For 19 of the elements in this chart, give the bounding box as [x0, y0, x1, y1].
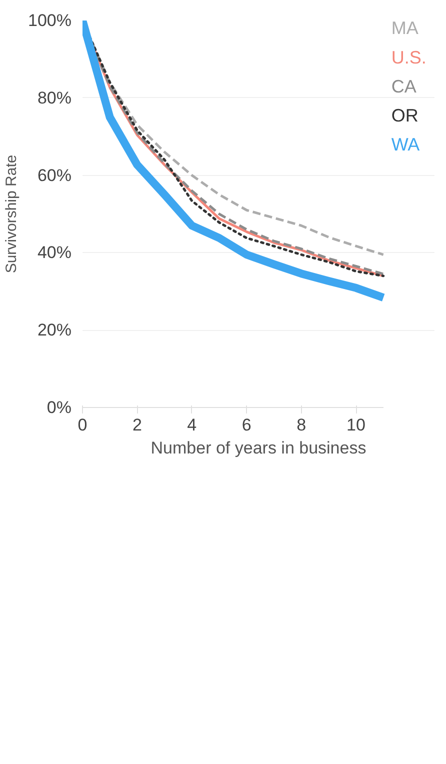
x-axis-title: Number of years in business [150, 438, 366, 458]
text: MA [391, 18, 418, 38]
x-tick-label: 2 [132, 416, 142, 434]
y-axis-title: Survivorship Rate [3, 154, 20, 274]
x-tick-label: 4 [187, 416, 197, 434]
y-tick-label: 0% [46, 398, 72, 417]
x-tick-label: 8 [296, 416, 306, 434]
y-tick-label: 80% [37, 88, 72, 108]
x-tick-label: 0 [78, 416, 88, 434]
text: WA [391, 134, 420, 154]
y-tick-label: 40% [37, 243, 72, 262]
y-tick-label: 100% [28, 11, 72, 30]
text: OR [391, 105, 418, 126]
y-tick-label: 20% [37, 320, 72, 340]
x-tick-label: 10 [346, 416, 366, 434]
y-tick-label: 60% [37, 166, 72, 185]
x-tick-label: 6 [242, 416, 252, 434]
text: CA [391, 76, 416, 96]
text: U.S. [391, 47, 426, 68]
